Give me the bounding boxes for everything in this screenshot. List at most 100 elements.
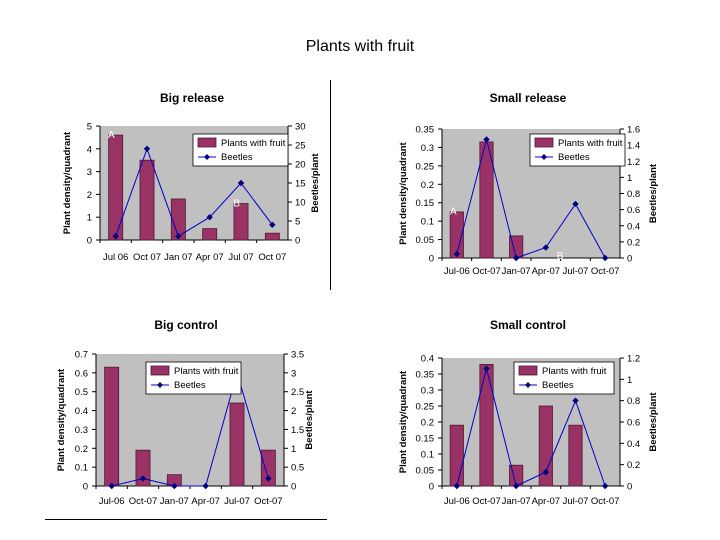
y-axis-label: Plant density/quadrant [398,370,409,473]
chart-title: Small release [490,91,567,105]
bar [260,449,276,487]
beetles-point [237,179,245,187]
x-tick-label: Apr-07 [532,496,561,507]
right-tick-label: 0.8 [627,396,640,407]
left-tick-label: 0.2 [75,444,88,455]
right-tick-label: 3 [291,368,296,379]
right-tick-label: 1 [627,375,632,386]
right-tick-label: 0.8 [627,189,640,200]
bar [233,203,249,241]
x-tick-label: Jul-07 [563,266,589,277]
bar [170,198,186,241]
left-tick-label: 0.4 [421,354,434,365]
annotation-label: A [450,207,457,218]
right-tick-label: 0.6 [627,418,640,429]
beetles-line [456,139,606,259]
annotation-label: A [108,130,115,141]
legend-bar-swatch [197,137,217,148]
beetles-point [139,475,147,482]
right-tick-label: 0 [627,482,632,493]
legend-bar-label: Plants with fruit [558,138,623,149]
x-tick-label: Oct-07 [591,266,620,277]
left-tick-label: 0.25 [416,402,435,413]
x-tick-label: Jul 06 [103,252,128,263]
y2-axis-label: Beetles/plant [648,163,659,223]
beetles-point [202,482,209,490]
x-tick-label: Jul-07 [224,496,250,507]
x-tick-label: Oct-07 [472,266,501,277]
right-tick-label: 0.2 [627,237,640,248]
beetles-line [456,368,606,487]
beetles-point [572,397,579,404]
bar [449,424,464,487]
bar [538,405,553,487]
right-tick-label: 0.5 [291,463,304,474]
bar [229,402,245,487]
x-tick-label: Oct-07 [254,496,283,507]
legend-line-marker [525,382,531,388]
beetles-line [115,147,273,237]
left-tick-label: 1 [87,213,92,224]
x-tick-label: Jan-07 [502,266,531,277]
legend-line-marker [157,382,163,388]
right-tick-label: 1.5 [291,425,304,436]
y-axis-label: Plant density/quadrant [398,141,409,244]
left-tick-label: 0.5 [75,387,88,398]
left-tick-label: 5 [87,122,92,133]
bar [264,232,280,241]
left-tick-label: 0.05 [416,235,435,246]
right-tick-label: 10 [295,198,306,209]
left-tick-label: 0.1 [75,463,88,474]
right-tick-label: 0.4 [627,221,640,232]
horizontal-divider [45,519,327,520]
right-tick-label: 20 [295,160,306,171]
right-tick-label: 0 [627,254,632,265]
left-tick-label: 0.3 [421,386,434,397]
bar [139,159,155,241]
beetles-point [171,482,178,490]
bar [449,211,464,259]
legend-line-label: Beetles [558,152,590,163]
right-tick-label: 2 [291,406,296,417]
left-tick-label: 0.7 [75,350,88,361]
right-tick-label: 3.5 [291,350,304,361]
right-tick-label: 0.4 [627,439,640,450]
beetles-point [601,254,609,262]
left-tick-label: 0.05 [416,466,435,477]
x-tick-label: Jan-07 [160,496,189,507]
left-tick-label: 0 [429,254,434,265]
right-tick-label: 1.4 [627,141,640,152]
bar [479,363,494,487]
x-tick-label: Oct 07 [258,252,286,263]
beetles-point [143,145,151,152]
bar [202,228,218,241]
y2-axis-label: Beetles/plant [304,390,315,450]
beetles-point [175,233,182,240]
left-tick-label: 0.3 [421,143,434,154]
legend-bar-swatch [150,365,170,376]
annotation-label: B [557,251,564,262]
beetles-point [542,244,550,251]
left-tick-label: 0 [83,482,88,493]
right-tick-label: 25 [295,141,306,152]
right-tick-label: 1 [291,444,296,455]
x-tick-label: Jul-06 [444,266,470,277]
beetles-point [112,233,119,240]
right-tick-label: 30 [295,122,306,133]
bar [568,424,583,487]
x-tick-label: Apr 07 [196,252,224,263]
x-tick-label: Jul-06 [444,496,470,507]
y2-axis-label: Beetles/plant [648,392,659,452]
right-tick-label: 0 [291,482,296,493]
legend-line-marker [204,154,210,160]
x-tick-label: Jan-07 [502,496,531,507]
annotation-label: B [233,198,240,209]
left-tick-label: 0.15 [416,198,435,209]
chart-title: Big release [160,91,224,105]
beetles-point [269,221,276,228]
beetles-point [453,250,461,258]
right-tick-label: 5 [295,217,300,228]
right-tick-label: 1.2 [627,157,640,168]
